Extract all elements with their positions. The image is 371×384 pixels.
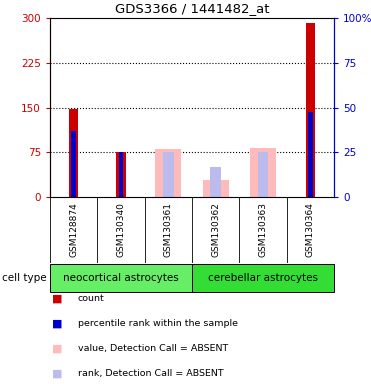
Bar [119, 152, 123, 197]
Text: count: count [78, 295, 105, 303]
Bar [163, 152, 174, 197]
Text: ■: ■ [52, 369, 62, 379]
Text: percentile rank within the sample: percentile rank within the sample [78, 319, 238, 328]
Bar [306, 23, 315, 197]
Bar [308, 112, 313, 197]
Bar [71, 131, 76, 197]
Bar [258, 152, 268, 197]
Bar [203, 180, 229, 197]
Bar [155, 149, 181, 197]
Text: neocortical astrocytes: neocortical astrocytes [63, 273, 179, 283]
Bar [192, 263, 334, 292]
Bar [50, 263, 192, 292]
Bar [69, 109, 78, 197]
Text: GSM130340: GSM130340 [116, 202, 125, 257]
Text: ■: ■ [52, 344, 62, 354]
Text: GSM130362: GSM130362 [211, 202, 220, 257]
Bar [210, 167, 221, 197]
Bar [116, 152, 125, 197]
Bar [250, 148, 276, 197]
Text: ■: ■ [52, 319, 62, 329]
Text: cell type: cell type [2, 273, 46, 283]
Text: GSM130363: GSM130363 [259, 202, 267, 257]
Text: GSM130364: GSM130364 [306, 202, 315, 257]
Text: GSM130361: GSM130361 [164, 202, 173, 257]
Title: GDS3366 / 1441482_at: GDS3366 / 1441482_at [115, 2, 269, 15]
Text: GSM128874: GSM128874 [69, 202, 78, 257]
Text: ■: ■ [52, 294, 62, 304]
Text: cerebellar astrocytes: cerebellar astrocytes [208, 273, 318, 283]
Text: rank, Detection Call = ABSENT: rank, Detection Call = ABSENT [78, 369, 224, 378]
Text: value, Detection Call = ABSENT: value, Detection Call = ABSENT [78, 344, 228, 353]
